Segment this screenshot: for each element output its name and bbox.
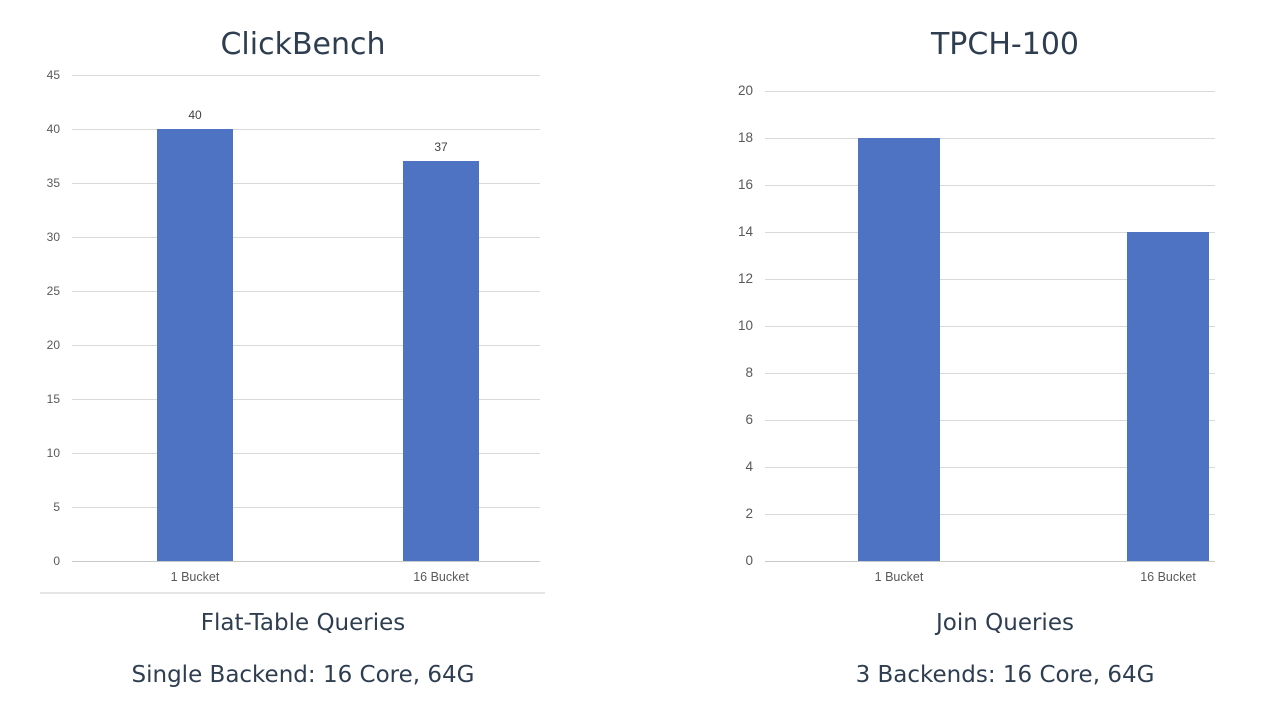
gridline bbox=[765, 466, 1215, 468]
gridline bbox=[72, 74, 540, 76]
bar-value-label: 40 bbox=[188, 108, 202, 122]
gridline bbox=[72, 452, 540, 454]
gridline bbox=[72, 182, 540, 184]
y-tick-label: 25 bbox=[46, 284, 60, 298]
axis-divider bbox=[40, 592, 545, 594]
gridline bbox=[765, 325, 1215, 327]
gridline bbox=[72, 128, 540, 130]
gridline bbox=[72, 236, 540, 238]
gridline bbox=[765, 90, 1215, 92]
y-tick-label: 30 bbox=[46, 230, 60, 244]
bar bbox=[1127, 232, 1209, 561]
y-tick-label: 10 bbox=[737, 318, 753, 333]
chart-caption: Join Queries bbox=[936, 610, 1074, 636]
bar bbox=[157, 129, 233, 561]
gridline bbox=[765, 372, 1215, 374]
gridline bbox=[72, 290, 540, 292]
plot-area: 0 2 4 6 8 10 12 14 16 18 20 1 Bucket 16 Bucket bbox=[738, 84, 1215, 584]
y-tick-label: 0 bbox=[53, 554, 60, 568]
chart-subcaption: 3 Backends: 16 Core, 64G bbox=[855, 662, 1155, 688]
x-tick-label: 16 Bucket bbox=[413, 570, 469, 584]
x-axis-line bbox=[72, 560, 540, 562]
gridline bbox=[765, 231, 1215, 233]
gridline bbox=[765, 419, 1215, 421]
y-tick-label: 0 bbox=[745, 553, 753, 568]
y-tick-label: 14 bbox=[737, 224, 753, 239]
bar bbox=[403, 161, 479, 561]
gridline bbox=[765, 278, 1215, 280]
y-tick-label: 20 bbox=[46, 338, 60, 352]
chart-caption: Flat-Table Queries bbox=[200, 610, 406, 636]
gridline bbox=[72, 344, 540, 346]
y-tick-label: 4 bbox=[745, 459, 753, 474]
y-tick-label: 15 bbox=[46, 392, 60, 406]
gridline bbox=[765, 184, 1215, 186]
chart-title: TPCH-100 bbox=[930, 27, 1079, 62]
bar bbox=[858, 138, 940, 561]
y-tick-label: 12 bbox=[737, 271, 753, 286]
plot-area: 0 5 10 15 20 25 30 35 40 45 40 1 Bucket 37 16 Bucket bbox=[47, 68, 540, 584]
y-tick-label: 10 bbox=[46, 446, 60, 460]
x-tick-label: 16 Bucket bbox=[1140, 570, 1196, 584]
y-tick-label: 18 bbox=[737, 130, 753, 145]
chart-title: ClickBench bbox=[220, 27, 386, 62]
x-tick-label: 1 Bucket bbox=[170, 570, 220, 584]
y-tick-label: 45 bbox=[46, 68, 60, 82]
y-tick-label: 6 bbox=[745, 412, 753, 427]
gridline bbox=[765, 513, 1215, 515]
y-tick-label: 5 bbox=[53, 500, 60, 514]
y-tick-label: 16 bbox=[737, 177, 753, 192]
gridline bbox=[72, 506, 540, 508]
y-tick-label: 40 bbox=[46, 122, 60, 136]
y-tick-label: 2 bbox=[745, 506, 753, 521]
gridline bbox=[72, 398, 540, 400]
chart-tpch100: TPCH-100 0 2 4 6 8 10 12 14 16 18 20 1 Bucket 16 Buc… bbox=[640, 0, 1280, 701]
x-tick-label: 1 Bucket bbox=[874, 570, 924, 584]
gridline bbox=[765, 137, 1215, 139]
chart-subcaption: Single Backend: 16 Core, 64G bbox=[131, 662, 475, 688]
y-tick-label: 8 bbox=[745, 365, 753, 380]
bar-value-label: 37 bbox=[434, 140, 448, 155]
chart-clickbench: ClickBench 0 5 10 15 20 25 30 35 40 45 40 1 Bucket 3… bbox=[40, 27, 545, 688]
y-tick-label: 35 bbox=[46, 176, 60, 190]
y-tick-label: 20 bbox=[737, 83, 753, 98]
x-axis-line bbox=[765, 560, 1215, 562]
